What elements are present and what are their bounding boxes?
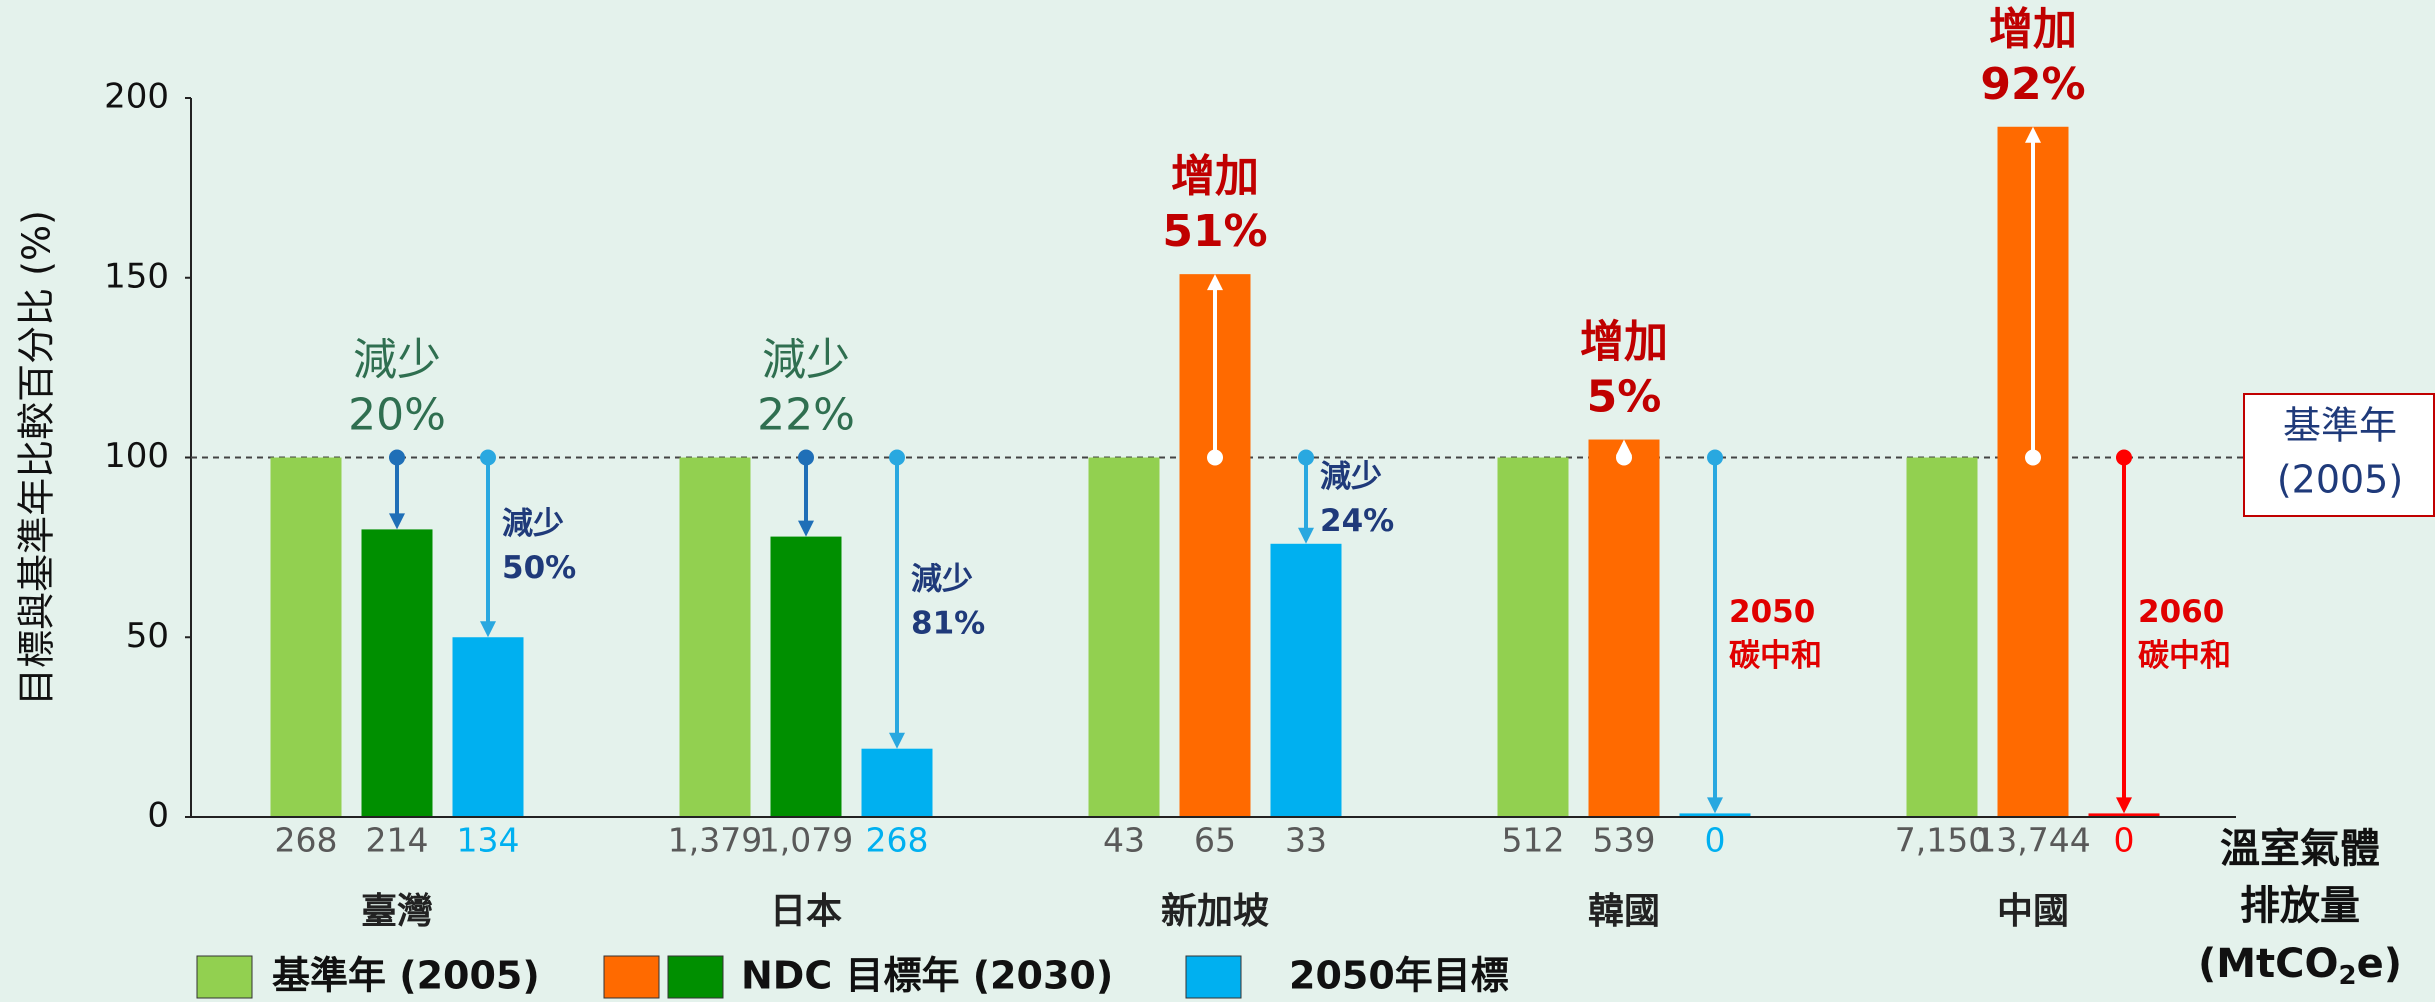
annotation: 92% [1980, 59, 2085, 110]
emission-label: 13,744 [1975, 821, 2090, 860]
annotation: 2060 [2138, 594, 2224, 630]
emission-label: 512 [1502, 821, 1565, 860]
bar [1270, 543, 1342, 817]
y-tick-label: 0 [147, 796, 169, 836]
bar [452, 637, 524, 817]
emission-label: 43 [1103, 821, 1145, 860]
bar [361, 529, 433, 817]
emission-label: 214 [366, 821, 429, 860]
annotation: 減少 [762, 335, 850, 386]
y-tick-label: 100 [104, 436, 169, 476]
annotation: 減少 [502, 506, 564, 542]
category-label: 臺灣 [361, 891, 433, 932]
bar [1679, 813, 1751, 817]
emission-label: 134 [457, 821, 520, 860]
annotation: 減少 [1320, 459, 1382, 495]
arrow-head [798, 520, 814, 537]
reference-box [2243, 393, 2435, 517]
annotation: 2050 [1729, 594, 1815, 630]
arrow-dot [2116, 449, 2132, 466]
arrow-head [889, 732, 905, 749]
bar [1906, 457, 1978, 817]
unit-part: (MtCO [2198, 941, 2339, 987]
category-label: 新加坡 [1161, 891, 1269, 932]
arrow-dot [798, 449, 814, 466]
legend-label: NDC 目標年 (2030) [741, 954, 1113, 998]
y-tick-label: 150 [104, 256, 169, 296]
legend-swatch [603, 955, 660, 999]
arrow-dot [1616, 449, 1632, 466]
emission-label: 65 [1194, 821, 1236, 860]
bar [861, 748, 933, 817]
arrow-head [389, 513, 405, 530]
unit-part: e) [2357, 941, 2402, 987]
arrow-dot [1207, 449, 1223, 466]
annotation: 減少 [911, 562, 973, 598]
bar [770, 536, 842, 817]
bar [1088, 457, 1160, 817]
category-label: 韓國 [1588, 891, 1660, 932]
annotation: 減少 [353, 335, 441, 386]
arrow-dot [480, 449, 496, 466]
bar [679, 457, 751, 817]
legend-swatch [667, 955, 724, 999]
arrow-head [480, 621, 496, 638]
y-tick-label: 50 [126, 616, 169, 656]
emissions-label: 溫室氣體 [2220, 826, 2380, 872]
annotation: 增加 [1989, 4, 2077, 55]
emission-label: 1,079 [759, 821, 853, 860]
bar [1588, 439, 1660, 817]
arrow-dot [389, 449, 405, 466]
legend-label: 基準年 (2005) [272, 954, 540, 998]
arrow-head [1707, 797, 1723, 814]
emission-label: 0 [1705, 821, 1726, 860]
arrow-dot [889, 449, 905, 466]
emissions-label: 排放量 [2240, 883, 2360, 929]
arrow-dot [1707, 449, 1723, 466]
legend-swatch [1185, 955, 1242, 999]
unit-sub: 2 [2339, 961, 2357, 991]
legend-swatch [196, 955, 253, 999]
annotation: 50% [502, 550, 576, 586]
bar [2088, 813, 2160, 817]
category-label: 中國 [1997, 891, 2069, 932]
emission-label: 1,379 [668, 821, 762, 860]
annotation: 24% [1320, 503, 1394, 539]
bar [270, 457, 342, 817]
arrow-head [2025, 126, 2041, 143]
emission-label: 268 [275, 821, 338, 860]
emission-label: 539 [1593, 821, 1656, 860]
annotation: 碳中和 [2138, 638, 2231, 674]
arrow-head [1207, 274, 1223, 291]
y-axis-label: 目標與基準年比較百分比 (%) [15, 210, 59, 706]
reference-label: (2005) [2277, 458, 2403, 502]
emission-label: 7,150 [1895, 821, 1989, 860]
emission-label: 0 [2114, 821, 2135, 860]
annotation: 20% [348, 390, 446, 441]
legend-label: 2050年目標 [1289, 954, 1509, 998]
y-tick-label: 200 [104, 77, 169, 117]
emission-label: 268 [866, 821, 929, 860]
arrow-dot [2025, 449, 2041, 466]
annotation: 碳中和 [1729, 638, 1822, 674]
reference-label: 基準年 [2283, 404, 2397, 448]
annotation: 81% [911, 606, 985, 642]
annotation: 增加 [1171, 151, 1259, 202]
emissions-unit: (MtCO2e) [2198, 941, 2402, 991]
emission-label: 33 [1285, 821, 1327, 860]
arrow-head [1298, 527, 1314, 544]
annotation: 增加 [1580, 317, 1668, 368]
annotation: 22% [757, 390, 855, 441]
annotation: 5% [1587, 372, 1662, 423]
bar [1497, 457, 1569, 817]
annotation: 51% [1162, 206, 1267, 257]
category-label: 日本 [770, 891, 842, 932]
arrow-dot [1298, 449, 1314, 466]
arrow-head [2116, 797, 2132, 814]
